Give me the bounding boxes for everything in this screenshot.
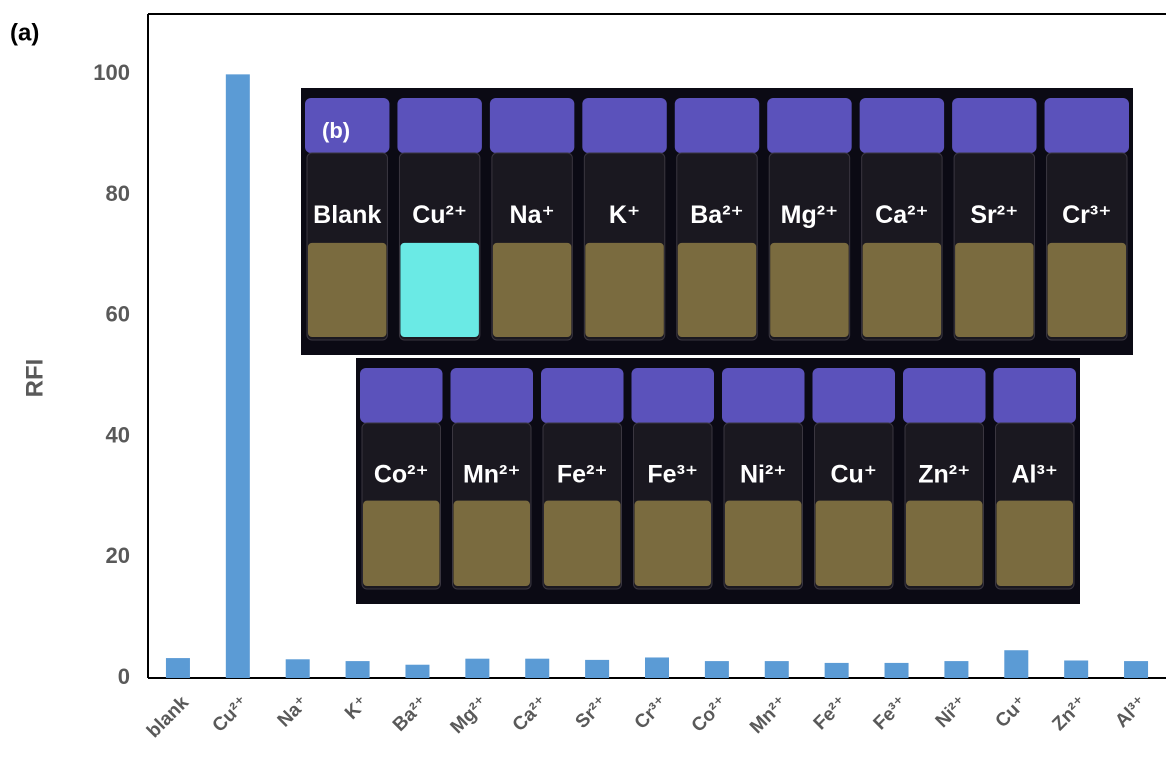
- vial-cap: [541, 368, 624, 423]
- bar: [645, 657, 669, 678]
- vial-label: Cr³⁺: [1062, 201, 1111, 229]
- vial-liquid: [725, 501, 802, 586]
- y-tick-label: 60: [106, 302, 130, 327]
- vial-cap: [1045, 98, 1129, 153]
- vial-label: Sr²⁺: [970, 201, 1018, 229]
- vial-cap: [397, 98, 481, 153]
- y-tick-label: 40: [106, 422, 130, 447]
- panel-label: (a): [10, 19, 39, 46]
- vial-liquid: [585, 243, 663, 337]
- vial-cap: [451, 368, 534, 423]
- vial-label: Mn²⁺: [463, 461, 521, 489]
- x-tick-label: Zn²⁺: [1048, 692, 1091, 735]
- vial-label: Ba²⁺: [690, 201, 743, 229]
- x-tick-label: Co²⁺: [688, 692, 732, 736]
- y-tick-label: 80: [106, 181, 130, 206]
- vial-cap: [675, 98, 759, 153]
- vial-liquid: [1048, 243, 1126, 337]
- vial-label: Na⁺: [510, 201, 555, 229]
- x-tick-label: Fe³⁺: [870, 692, 912, 734]
- vial-label: Al³⁺: [1011, 461, 1058, 489]
- vial-liquid: [544, 501, 621, 586]
- vial-liquid: [863, 243, 941, 337]
- bar: [405, 665, 429, 678]
- vial-liquid: [308, 243, 386, 337]
- x-tick-label: K⁺: [341, 692, 373, 724]
- x-tick-label: Cu²⁺: [209, 692, 253, 736]
- vial-label: Zn²⁺: [918, 461, 970, 489]
- chart: (a) RFI 0 20 40 60 80 100 blank Cu²⁺ Na⁺ K⁺ Ba²⁺ Mg…: [0, 0, 1166, 769]
- vial-label: K⁺: [609, 201, 640, 229]
- x-tick-label: Fe²⁺: [810, 692, 852, 734]
- bar: [525, 659, 549, 678]
- x-tick-label: Ca²⁺: [509, 692, 553, 736]
- inset-label: (b): [322, 118, 350, 143]
- vial-cap: [994, 368, 1077, 423]
- vial-label: Fe³⁺: [647, 461, 698, 489]
- vial-liquid: [997, 501, 1074, 586]
- x-tick-label: Na⁺: [274, 692, 313, 731]
- vial-liquid: [816, 501, 893, 586]
- vial-cap: [632, 368, 715, 423]
- vial-label: Cu⁺: [830, 461, 877, 489]
- vial-cap: [490, 98, 574, 153]
- vial-cap: [360, 368, 443, 423]
- bar: [1064, 660, 1088, 678]
- x-tick-label: Ni²⁺: [932, 692, 972, 732]
- x-tick-label: blank: [143, 692, 193, 742]
- vial-cap: [903, 368, 986, 423]
- bar: [465, 659, 489, 678]
- x-tick-label: Mn²⁺: [746, 692, 792, 738]
- bar: [166, 658, 190, 678]
- y-tick-label: 20: [106, 543, 130, 568]
- vial-label: Cu²⁺: [412, 201, 467, 229]
- inset-photo: Blank Cu²⁺ Na⁺ K⁺ Ba²⁺ Mg²⁺ Ca²⁺ Sr²⁺ Cr³⁺: [301, 88, 1133, 355]
- bar: [944, 661, 968, 678]
- vial-cap: [722, 368, 805, 423]
- vial-cap: [582, 98, 666, 153]
- bar: [885, 663, 909, 678]
- vial-label: Ni²⁺: [740, 461, 787, 489]
- x-tick-label: Al³⁺: [1111, 692, 1151, 732]
- y-axis-title: RFI: [21, 359, 48, 398]
- vial-label: Co²⁺: [374, 461, 429, 489]
- vial-label: Fe²⁺: [557, 461, 608, 489]
- x-tick-label: Cu⁺: [992, 692, 1032, 732]
- vial-liquid: [678, 243, 756, 337]
- x-tick-label: Cr³⁺: [631, 692, 672, 733]
- x-tick-label: Mg²⁺: [447, 692, 493, 738]
- vial-liquid: [955, 243, 1033, 337]
- y-tick-label: 100: [93, 60, 130, 85]
- bar: [286, 659, 310, 678]
- bar: [226, 74, 250, 678]
- x-tick-label: Ba²⁺: [389, 692, 433, 736]
- inset-photo: Co²⁺ Mn²⁺ Fe²⁺ Fe³⁺ Ni²⁺ Cu⁺ Zn²⁺ Al³⁺: [356, 358, 1080, 604]
- vial-liquid: [906, 501, 983, 586]
- vial-cap: [813, 368, 896, 423]
- bar: [346, 661, 370, 678]
- vial-liquid: [400, 243, 478, 337]
- vial-label: Blank: [313, 201, 381, 229]
- bar: [705, 661, 729, 678]
- vial-cap: [952, 98, 1036, 153]
- vial-liquid: [363, 501, 440, 586]
- vial-liquid: [770, 243, 848, 337]
- vial-cap: [860, 98, 944, 153]
- y-tick-label: 0: [118, 664, 130, 689]
- vial-label: Mg²⁺: [781, 201, 839, 229]
- bar: [765, 661, 789, 678]
- vial-label: Ca²⁺: [875, 201, 928, 229]
- vial-liquid: [493, 243, 571, 337]
- bar: [585, 660, 609, 678]
- vial-liquid: [454, 501, 531, 586]
- vial-cap: [767, 98, 851, 153]
- bar: [825, 663, 849, 678]
- bar: [1124, 661, 1148, 678]
- vial-liquid: [635, 501, 712, 586]
- bar: [1004, 650, 1028, 678]
- x-tick-label: Sr²⁺: [572, 692, 613, 733]
